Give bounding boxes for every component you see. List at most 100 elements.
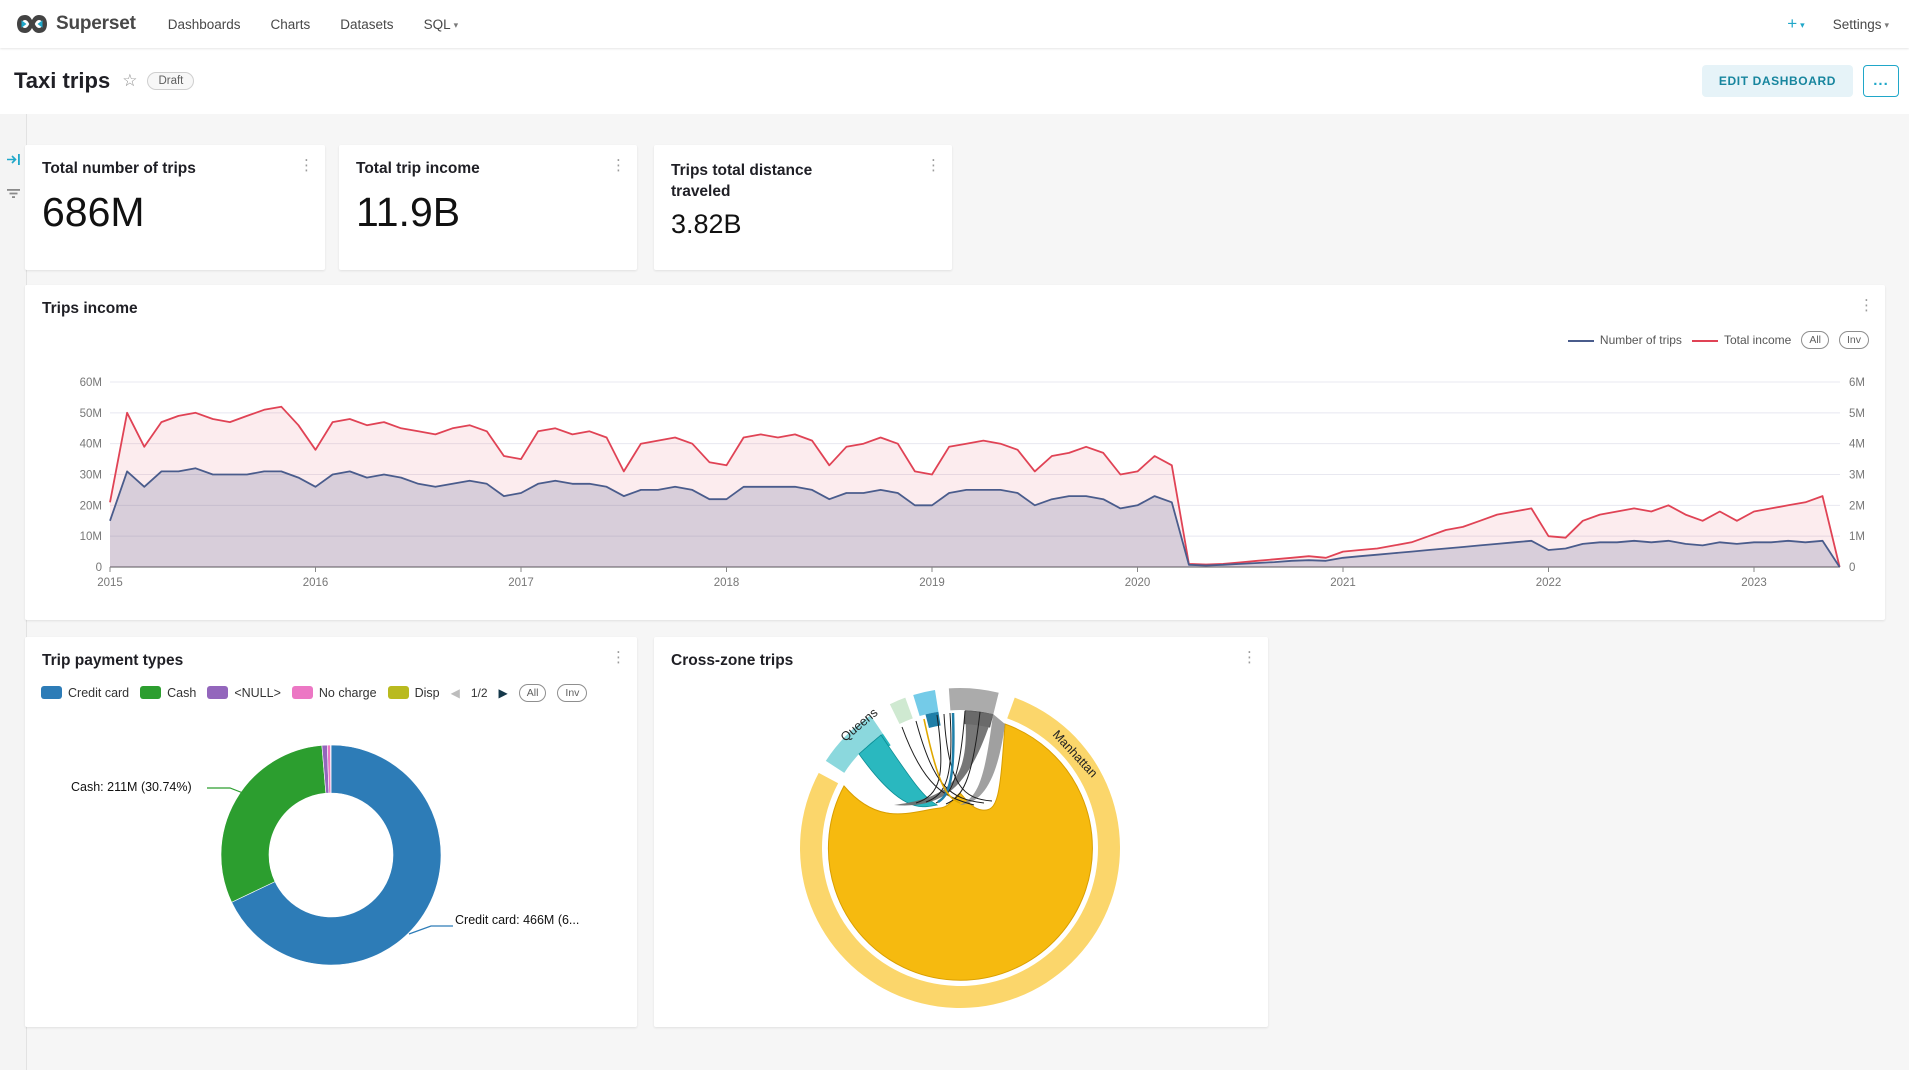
legend-item-disp[interactable]: Disp [387,686,440,700]
svg-text:2018: 2018 [714,577,740,589]
kebab-menu-icon[interactable]: ⋮ [299,157,314,174]
legend-swatch [291,686,313,699]
svg-text:2016: 2016 [303,577,329,589]
kpi-card-distance: Trips total distance traveled ⋮ 3.82B [654,145,952,270]
svg-text:2M: 2M [1849,500,1865,512]
svg-text:0: 0 [1849,562,1855,574]
svg-text:2017: 2017 [508,577,534,589]
svg-text:0: 0 [96,562,102,574]
legend-item-credit-card[interactable]: Credit card [41,686,129,700]
svg-text:2020: 2020 [1125,577,1151,589]
legend-all-button[interactable]: All [1801,331,1829,349]
svg-text:3M: 3M [1849,470,1865,482]
chart-title: Trips income [42,300,138,317]
pie-callout-cash: Cash: 211M (30.74%) [71,780,192,794]
nav-item-datasets[interactable]: Datasets [340,16,394,32]
chevron-down-icon: ▾ [1884,19,1889,30]
svg-text:2022: 2022 [1536,577,1562,589]
legend-item-no-charge[interactable]: No charge [291,686,377,700]
legend-next-page-icon[interactable]: ▶ [498,686,508,700]
legend-prev-page-icon[interactable]: ◀ [450,686,460,700]
chord-diagram[interactable]: Manhattan Queens [654,637,1268,1027]
nav-item-dashboards[interactable]: Dashboards [167,16,241,32]
legend-inv-button[interactable]: Inv [1838,331,1869,349]
brand-name: Superset [56,13,136,34]
svg-text:6M: 6M [1849,377,1865,389]
legend-inv-button[interactable]: Inv [557,684,588,702]
pie-callout-credit: Credit card: 466M (6... [455,913,580,927]
payment-types-card: Trip payment types ⋮ Credit card Cash <N… [25,637,637,1027]
legend-page-indicator: 1/2 [470,686,488,700]
page-title: Taxi trips [14,68,111,93]
top-nav: Superset Dashboards Charts Datasets SQL ▾… [0,0,1909,48]
legend-swatch [140,686,162,699]
chord-thin-ribbon-yellow [923,718,961,804]
kebab-menu-icon[interactable]: ⋮ [926,157,941,174]
dashboard-header: Taxi trips ☆ Draft EDIT DASHBOARD ... [0,48,1909,114]
line-legend: Number of trips Total income All Inv [1567,331,1869,349]
kebab-menu-icon[interactable]: ⋮ [611,157,626,174]
trips-income-card: Trips income ⋮ Number of trips Total inc… [25,285,1885,620]
dashboard-more-button[interactable]: ... [1863,65,1899,97]
legend-line-swatch [1691,339,1718,342]
kebab-menu-icon[interactable]: ⋮ [611,649,626,666]
payment-donut-plot[interactable] [25,717,637,1017]
kpi-value: 686M [42,189,145,235]
legend-item-cash[interactable]: Cash [140,686,196,700]
chart-title: Cross-zone trips [671,652,794,669]
superset-infinity-icon [17,15,47,33]
kpi-title: Total number of trips [42,160,196,177]
nav-item-charts[interactable]: Charts [270,16,311,32]
kpi-value: 11.9B [356,189,461,235]
chord-ribbon-queens [858,734,939,808]
filter-rail [0,114,27,1070]
svg-text:2021: 2021 [1330,577,1356,589]
kpi-card-trip-income: Total trip income ⋮ 11.9B [339,145,637,270]
chord-ribbon-gray [894,711,993,806]
legend-swatch [41,686,62,699]
svg-text:2015: 2015 [97,577,123,589]
kpi-title: Trips total distance traveled [671,162,813,200]
svg-text:40M: 40M [80,439,102,451]
svg-text:50M: 50M [80,408,102,420]
svg-text:2023: 2023 [1741,577,1767,589]
legend-item-total-income[interactable]: Total income [1691,333,1791,347]
pie-legend: Credit card Cash <NULL> No charge Disp ◀… [41,684,588,702]
superset-logo[interactable]: Superset [16,11,136,37]
kebab-menu-icon[interactable]: ⋮ [1859,297,1874,314]
favorite-star-icon[interactable]: ☆ [122,71,138,90]
svg-text:4M: 4M [1849,439,1865,451]
svg-text:5M: 5M [1849,408,1865,420]
chevron-down-icon: ▾ [453,19,459,30]
svg-text:1M: 1M [1849,531,1865,543]
kpi-value: 3.82B [671,209,742,239]
status-badge: Draft [147,72,195,90]
nav-item-sql[interactable]: SQL ▾ [423,16,459,32]
edit-dashboard-button[interactable]: EDIT DASHBOARD [1701,65,1853,97]
svg-text:10M: 10M [80,531,102,543]
cross-zone-card: Cross-zone trips ⋮ Manhattan Queens [654,637,1268,1027]
legend-item-number-of-trips[interactable]: Number of trips [1567,333,1682,347]
chart-title: Trip payment types [42,652,184,669]
kebab-menu-icon[interactable]: ⋮ [1242,649,1257,666]
kpi-card-total-trips: Total number of trips ⋮ 686M [25,145,325,270]
legend-swatch [207,686,229,699]
nav-menu: Dashboards Charts Datasets SQL ▾ [168,17,458,32]
legend-line-swatch [1567,339,1594,342]
filter-funnel-icon[interactable] [0,180,27,206]
trips-income-plot[interactable]: 0 0 10M 1M 20M 2M 30M 3M 40M 4M 50M 5M 60M 6M 2015 2016… [25,357,1885,617]
add-new-button[interactable]: + ▾ [1787,14,1805,33]
legend-item-null[interactable]: <NULL> [207,686,281,700]
svg-text:30M: 30M [80,470,102,482]
settings-menu[interactable]: Settings ▾ [1832,16,1889,32]
expand-filters-icon[interactable] [0,146,27,172]
chord-thin-ribbon-blue [937,712,955,804]
chevron-down-icon: ▾ [1800,20,1805,30]
chord-thin-ribbons [901,710,993,806]
svg-text:20M: 20M [80,500,102,512]
chord-ribbon-gray-2 [960,714,1005,805]
svg-text:2019: 2019 [919,577,945,589]
legend-swatch [387,686,409,699]
legend-all-button[interactable]: All [518,684,547,702]
kpi-title: Total trip income [356,160,480,177]
